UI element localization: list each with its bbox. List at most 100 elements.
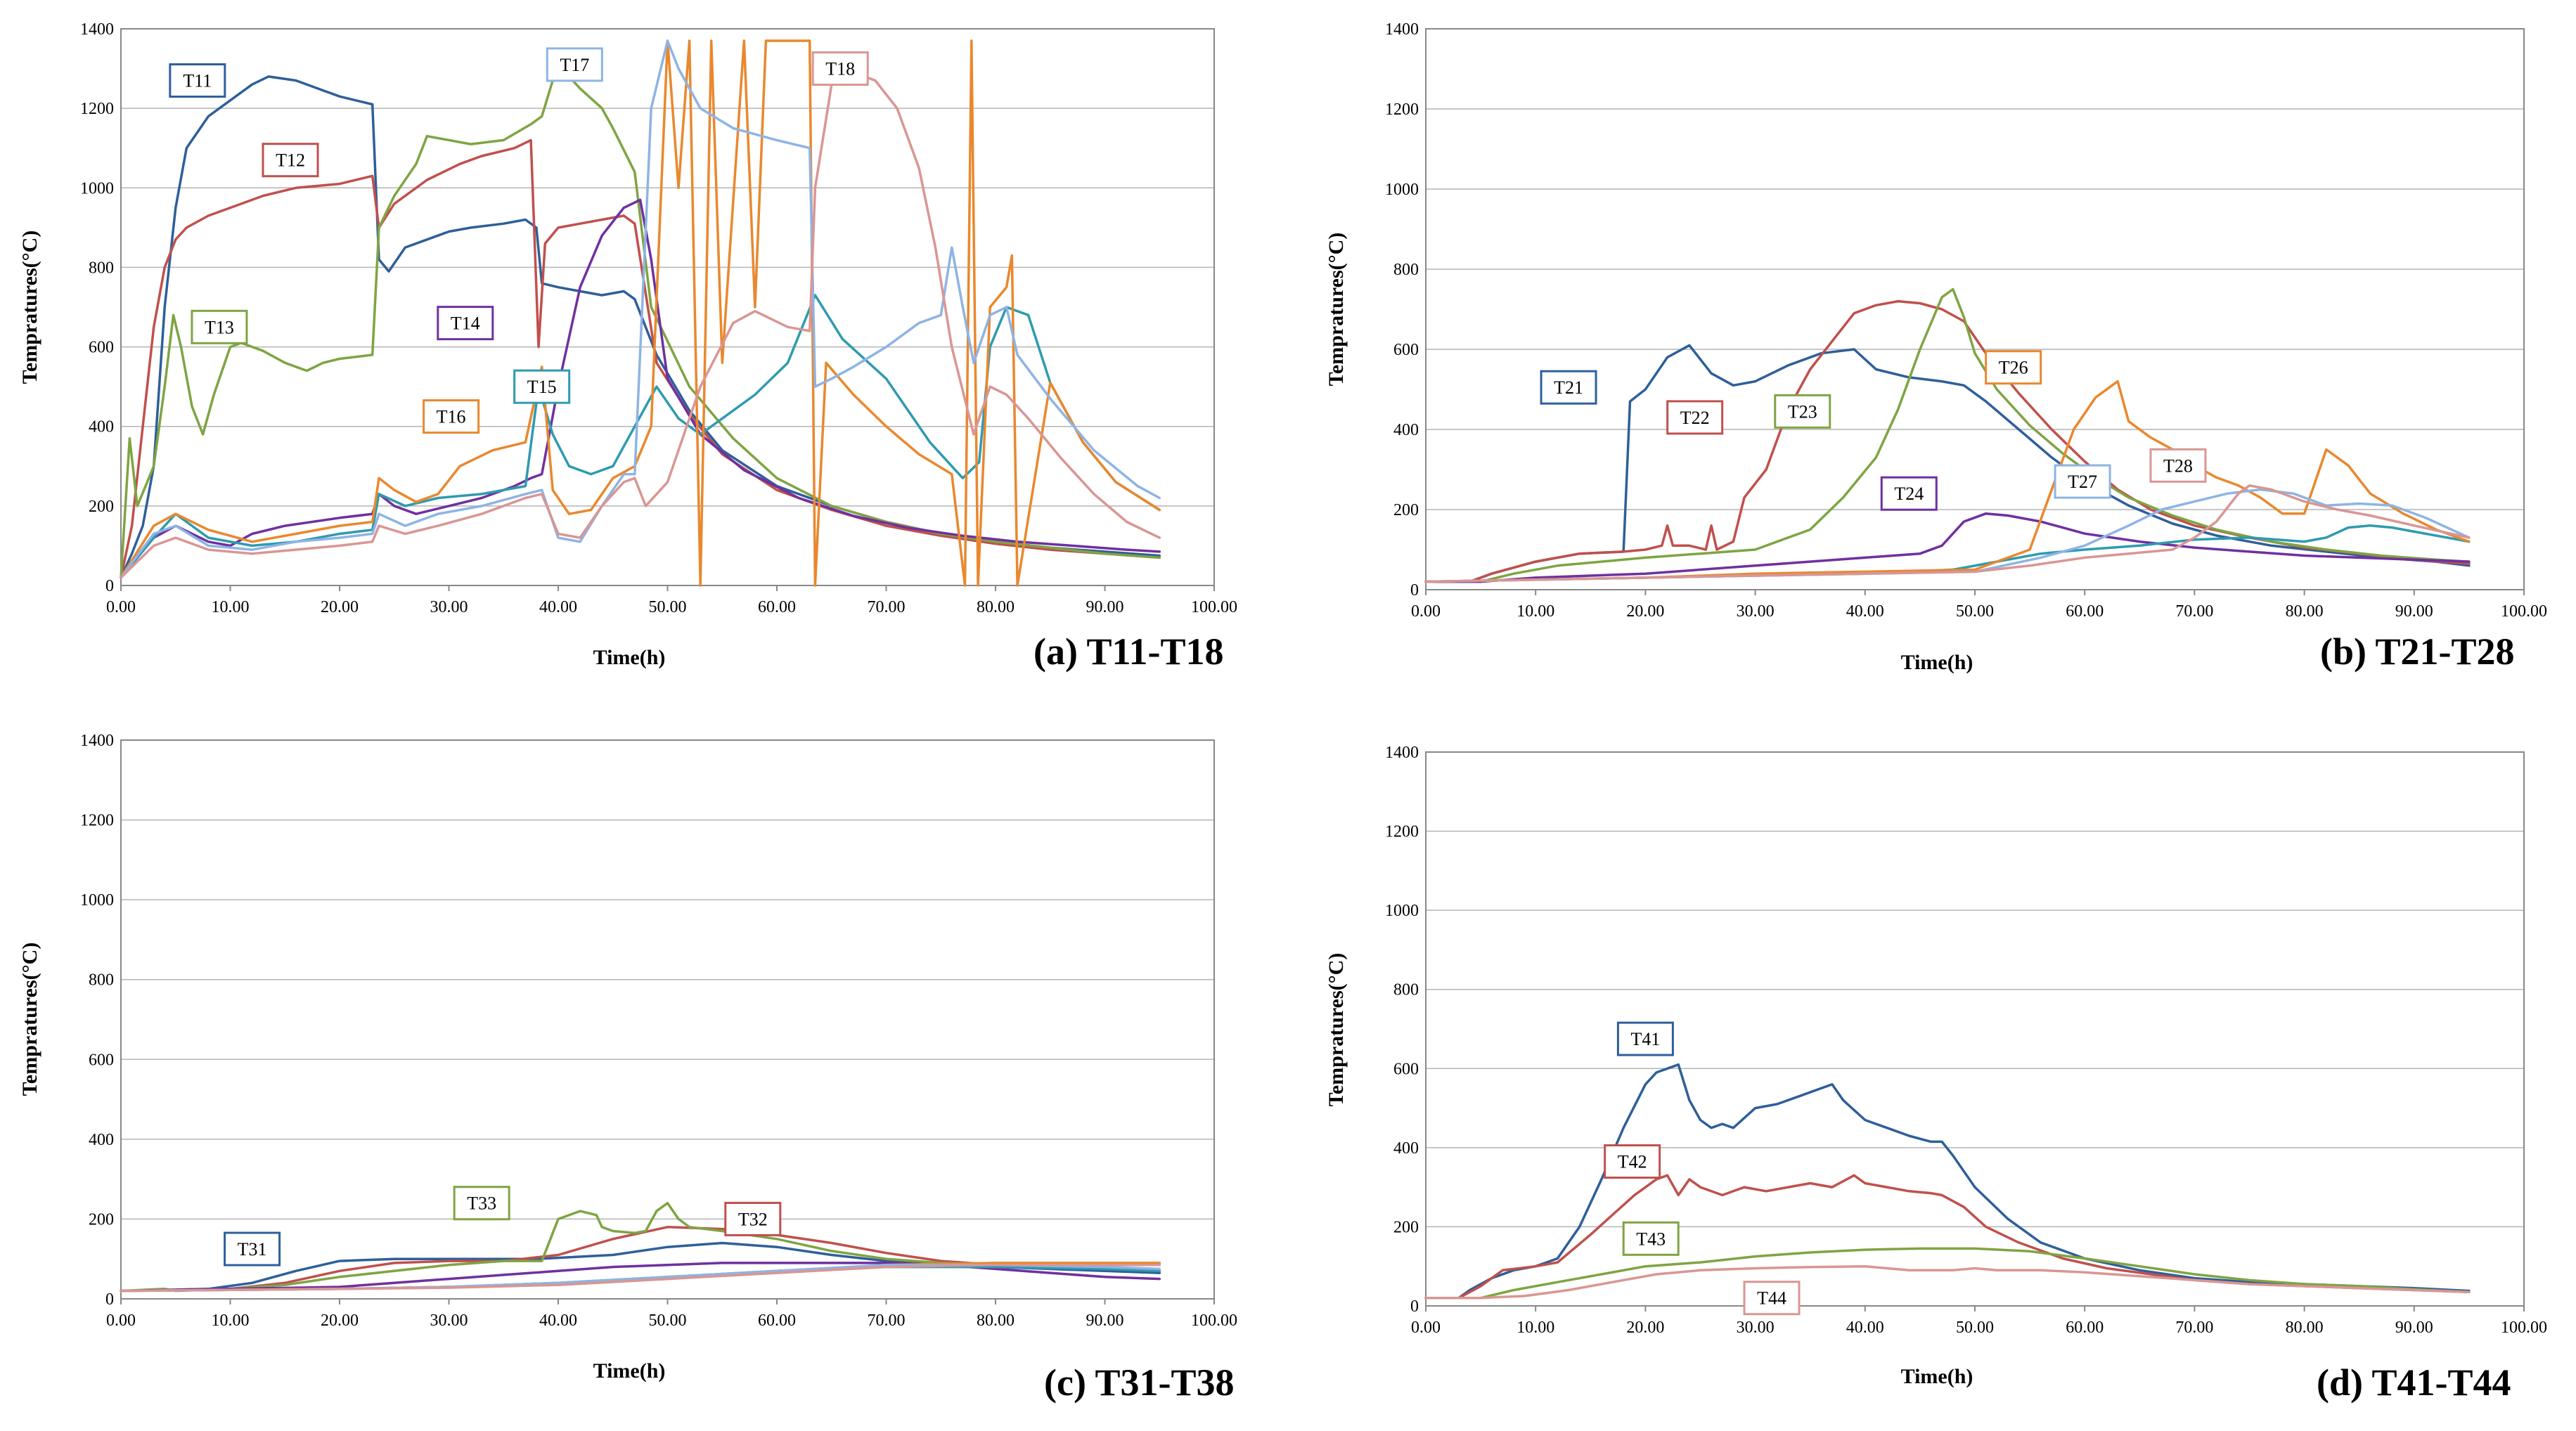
series-label-box <box>1774 394 1831 429</box>
x-tick-label: 60.00 <box>758 598 796 616</box>
series-label-t23: T23 <box>1788 401 1817 422</box>
x-tick-label: 20.00 <box>321 1312 359 1330</box>
y-tick-label: 600 <box>1393 1060 1419 1078</box>
y-tick-label: 1000 <box>80 891 114 909</box>
panel-caption: (d) T41-T44 <box>2317 1361 2511 1404</box>
plot-frame <box>120 28 1215 586</box>
x-tick-label: 90.00 <box>1086 598 1124 616</box>
x-tick-label: 30.00 <box>1737 1319 1775 1337</box>
x-axis-title: Time(h) <box>593 646 666 669</box>
y-tick-label: 1200 <box>80 812 114 830</box>
x-tick-label: 90.00 <box>2395 1319 2433 1337</box>
series-label-t26: T26 <box>1999 358 2028 378</box>
y-tick-label: 400 <box>89 418 114 436</box>
series-line-t23 <box>1424 287 2471 583</box>
y-tick-label: 1400 <box>80 732 114 750</box>
y-tick-label: 1200 <box>1385 823 1419 841</box>
x-tick-label: 30.00 <box>430 1312 468 1330</box>
series-label-box <box>2054 464 2111 499</box>
x-tick-label: 70.00 <box>868 598 906 616</box>
x-tick-label: 40.00 <box>1846 602 1884 621</box>
y-tick-label: 200 <box>89 1210 114 1229</box>
x-tick-label: 0.00 <box>106 598 136 616</box>
x-tick-label: 70.00 <box>2175 602 2213 621</box>
series-label-box <box>262 143 319 178</box>
y-tick-label: 400 <box>1393 1139 1419 1158</box>
series-line-t14 <box>120 198 1161 579</box>
series-line-t24 <box>1424 512 2471 583</box>
series-line-t44 <box>1424 1264 2471 1300</box>
series-label-t27: T27 <box>2068 472 2097 492</box>
series-label-t22: T22 <box>1680 408 1710 428</box>
y-tick-label: 600 <box>89 339 114 357</box>
series-label-t32: T32 <box>738 1209 768 1229</box>
plot-frame <box>1425 751 2525 1307</box>
series-line-t28 <box>1424 484 2471 583</box>
y-tick-label: 600 <box>89 1051 114 1069</box>
x-tick-label: 80.00 <box>977 598 1015 616</box>
y-tick-label: 800 <box>89 259 114 277</box>
series-label-box <box>724 1201 782 1236</box>
series-line-t33 <box>120 1201 1161 1293</box>
x-tick-label: 20.00 <box>321 598 359 616</box>
series-line-t22 <box>1424 299 2471 583</box>
y-tick-label: 1000 <box>1385 181 1419 199</box>
y-tick-label: 200 <box>1393 1218 1419 1236</box>
y-tick-label: 1400 <box>80 20 114 39</box>
x-tick-label: 100.00 <box>2501 1319 2547 1337</box>
chart-panel-c: 0 200 400 600 800 1000 1200 1400 0.00 10.00 20.00 3… <box>18 732 1237 1404</box>
x-tick-label: 70.00 <box>868 1312 906 1330</box>
series-label-box <box>1604 1144 1661 1179</box>
x-axis-title: Time(h) <box>1901 1365 1973 1388</box>
series-label-t43: T43 <box>1636 1229 1666 1249</box>
x-tick-label: 40.00 <box>539 598 577 616</box>
series-line-t41 <box>1424 1063 2471 1300</box>
panel-caption: (a) T11-T18 <box>1033 630 1224 673</box>
series-line-t11 <box>120 75 1161 579</box>
x-tick-label: 30.00 <box>1737 602 1775 621</box>
y-axis-title: Tempratures(°C) <box>18 943 41 1096</box>
series-label-box <box>224 1231 281 1267</box>
x-tick-label: 100.00 <box>1191 1312 1237 1330</box>
y-tick-label: 1200 <box>80 100 114 118</box>
x-tick-label: 80.00 <box>977 1312 1015 1330</box>
series-label-t21: T21 <box>1554 377 1583 398</box>
series-label-t33: T33 <box>467 1193 496 1214</box>
x-tick-label: 100.00 <box>1191 598 1237 616</box>
x-axis-title: Time(h) <box>1901 651 1973 674</box>
series-label-t31: T31 <box>238 1239 267 1260</box>
series-label-box <box>423 399 480 434</box>
y-tick-label: 0 <box>105 577 114 595</box>
series-label-box <box>191 309 248 344</box>
y-tick-label: 800 <box>89 971 114 990</box>
x-tick-label: 90.00 <box>2395 602 2433 621</box>
series-label-box <box>513 369 571 404</box>
y-tick-label: 600 <box>1393 341 1419 359</box>
series-line-t26 <box>1424 380 2471 583</box>
series-label-t42: T42 <box>1618 1152 1647 1172</box>
chart-panel-d: 0 200 400 600 800 1000 1200 1400 0.00 10.00 20.00 3… <box>1325 744 2547 1404</box>
y-tick-label: 1200 <box>1385 101 1419 119</box>
series-label-box <box>1880 476 1938 511</box>
x-tick-label: 50.00 <box>1956 1319 1994 1337</box>
series-label-box <box>169 63 226 98</box>
y-axis-title: Tempratures(°C) <box>18 231 41 384</box>
x-tick-label: 60.00 <box>758 1312 796 1330</box>
series-label-box <box>1666 400 1724 435</box>
series-line-t16 <box>120 39 1161 587</box>
y-axis-title: Tempratures(°C) <box>1325 233 1348 387</box>
x-tick-label: 90.00 <box>1086 1312 1124 1330</box>
x-tick-label: 20.00 <box>1626 602 1664 621</box>
y-tick-label: 0 <box>1410 581 1419 600</box>
series-label-t18: T18 <box>825 59 855 79</box>
y-tick-label: 1000 <box>1385 902 1419 920</box>
series-line-t21 <box>1424 344 2471 583</box>
y-tick-label: 400 <box>89 1131 114 1149</box>
series-label-box <box>1540 370 1597 405</box>
x-tick-label: 60.00 <box>2066 602 2104 621</box>
series-label-t16: T16 <box>437 407 466 427</box>
x-tick-label: 50.00 <box>649 1312 687 1330</box>
x-tick-label: 0.00 <box>1411 1319 1441 1337</box>
x-tick-label: 0.00 <box>1411 602 1441 621</box>
x-tick-label: 20.00 <box>1626 1319 1664 1337</box>
